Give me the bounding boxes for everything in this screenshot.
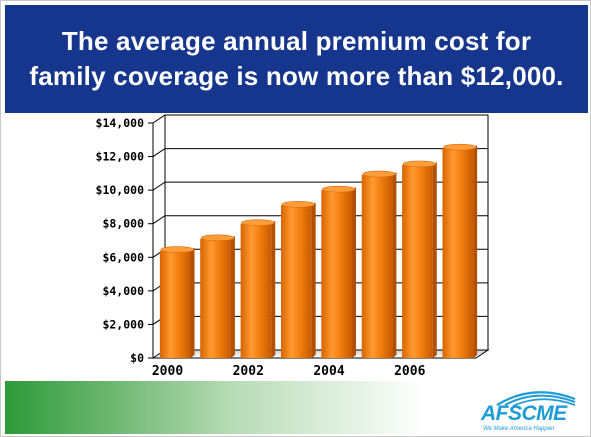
gridline [152,148,488,157]
bar-body [200,238,231,358]
y-tick-label: $8,000 [102,217,144,231]
x-tick-label: 2006 [394,364,425,379]
bar-top [443,143,477,151]
title-line-1: The average annual premium cost for [61,26,532,56]
y-tick-label: $12,000 [96,150,145,164]
bar-body [321,190,353,358]
bar-2007 [442,143,478,358]
bar-top [241,219,275,227]
bar-body [159,250,191,358]
bar-body [442,148,474,358]
premium-bar-chart: $0 $2,000 $4,000 $6,000 $8,000 $10,000 $12,000… [96,114,490,379]
bar-side [352,187,357,358]
bar-2001 [200,234,235,358]
bar-side [230,235,235,358]
bar-top [362,170,396,178]
bar-top [322,185,356,193]
footer-gradient-band [5,381,425,434]
bars [159,143,478,358]
bar-top [200,234,235,242]
title-banner: The average annual premium cost for fami… [5,5,588,113]
y-tick-label: $2,000 [102,317,144,331]
x-tick-label: 2002 [233,364,264,379]
y-tick-label: $0 [130,351,144,365]
x-tick-label: 2000 [152,364,183,379]
afscme-logo: AFSCME We Make America Happen [473,383,585,435]
bar-2004 [321,185,357,358]
bar-top [281,200,315,208]
y-tick-label: $14,000 [96,116,145,130]
bar-side [432,161,437,358]
logo-wordmark: AFSCME [481,402,567,425]
bar-body [402,164,433,358]
bar-body [361,175,393,358]
bar-side [473,145,478,358]
bar-2003 [280,200,316,358]
bar-2006 [402,160,437,358]
slide-title: The average annual premium cost for fami… [29,24,563,94]
y-tick-label: $4,000 [102,284,144,298]
x-axis-tick-labels: 2000 2002 2004 2006 [152,364,426,379]
bar-2005 [361,170,397,358]
bar-2002 [240,219,276,358]
logo-swoosh-icon [496,391,576,407]
bar-side [271,220,276,358]
y-tick-label: $10,000 [96,183,145,197]
title-line-2: family coverage is now more than $12,000… [29,61,564,91]
bar-body [280,205,312,358]
y-axis-tick-labels: $0 $2,000 $4,000 $6,000 $8,000 $10,000 $12,000… [96,116,145,365]
bar-side [311,202,316,358]
bar-top [402,160,437,168]
logo-tagline: We Make America Happen [483,426,555,432]
x-tick-label: 2004 [313,364,344,379]
bar-2000 [159,246,195,358]
gridline [152,114,488,124]
bar-side [392,172,397,358]
y-tick-label: $6,000 [102,250,144,264]
bar-top [160,246,194,253]
bar-side [190,247,195,358]
bar-body [240,223,272,358]
